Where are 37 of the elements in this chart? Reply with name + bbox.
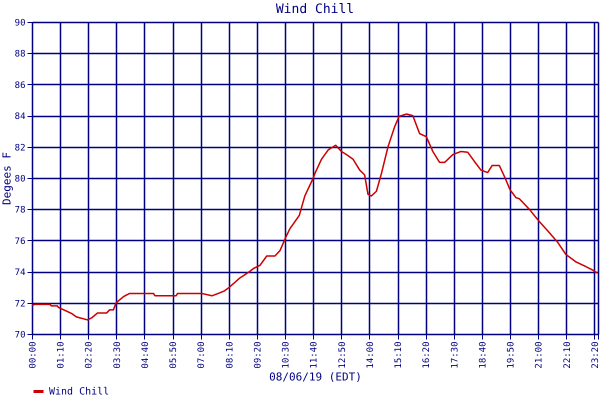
y-axis-title: Degees F bbox=[0, 152, 14, 205]
x-tick-label: 01:10 bbox=[56, 342, 67, 369]
x-tick-label: 09:20 bbox=[253, 342, 264, 369]
x-tick-label: 00:00 bbox=[28, 342, 38, 369]
y-tick-label: 78 bbox=[14, 206, 26, 216]
x-tick-label: 10:30 bbox=[282, 342, 292, 369]
x-tick-label: 23:20 bbox=[590, 342, 600, 369]
y-tick-label: 70 bbox=[14, 330, 26, 340]
x-tick-label: 07:00 bbox=[197, 342, 208, 369]
x-tick-label: 12:50 bbox=[338, 342, 348, 369]
y-tick-label: 74 bbox=[14, 268, 26, 278]
x-tick-label: 11:40 bbox=[310, 342, 320, 369]
x-tick-label: 22:10 bbox=[562, 342, 573, 369]
y-tick-label: 76 bbox=[14, 236, 26, 247]
y-tick-label: 88 bbox=[14, 50, 26, 60]
y-tick-label: 86 bbox=[14, 80, 26, 91]
x-tick-label: 04:40 bbox=[140, 342, 151, 369]
x-tick-label: 17:30 bbox=[450, 342, 460, 369]
legend-label: Wind Chill bbox=[49, 386, 110, 398]
x-tick-label: 16:20 bbox=[422, 342, 432, 369]
y-tick-label: 84 bbox=[14, 112, 26, 122]
x-tick-label: 18:40 bbox=[478, 342, 488, 369]
x-tick-label: 15:10 bbox=[394, 342, 404, 369]
x-tick-label: 08:10 bbox=[225, 342, 236, 369]
x-tick-label: 03:30 bbox=[112, 342, 123, 369]
x-tick-label: 05:50 bbox=[169, 342, 180, 369]
y-tick-label: 80 bbox=[14, 174, 26, 184]
x-tick-label: 02:20 bbox=[84, 342, 95, 369]
x-tick-label: 21:00 bbox=[534, 342, 545, 369]
line-series bbox=[31, 113, 598, 321]
x-axis-title: 08/06/19 (EDT) bbox=[269, 370, 362, 384]
x-tick-label: 19:50 bbox=[506, 342, 517, 369]
y-tick-label: 90 bbox=[14, 18, 26, 28]
chart-title: Wind Chill bbox=[276, 2, 354, 17]
x-tick-label: 14:00 bbox=[366, 342, 376, 369]
y-tick-label: 72 bbox=[14, 299, 26, 310]
y-tick-label: 82 bbox=[14, 143, 26, 154]
